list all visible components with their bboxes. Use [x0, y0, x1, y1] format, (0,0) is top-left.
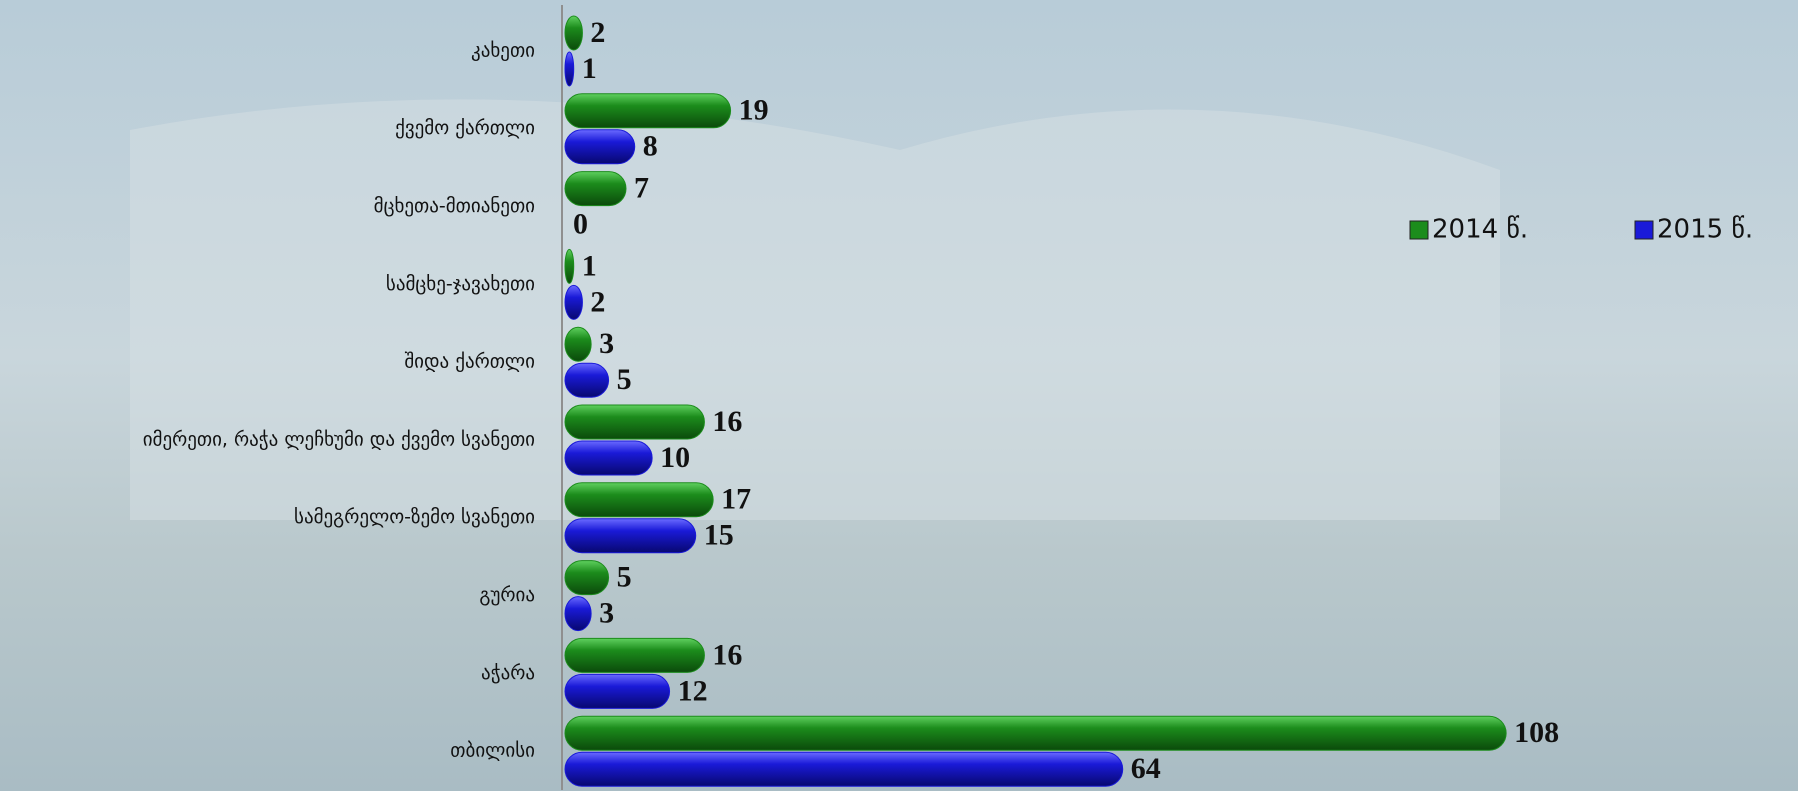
bar [564, 404, 705, 440]
bar [564, 284, 583, 320]
data-label: 2 [590, 16, 605, 49]
bar [564, 751, 1124, 787]
bar [564, 715, 1507, 751]
y-tick-label: კახეთი [471, 39, 535, 61]
data-label: 10 [660, 441, 690, 474]
data-label: 1 [582, 249, 597, 282]
y-tick-label: სამეგრელო-ზემო სვანეთი [294, 506, 535, 528]
bar [564, 482, 714, 518]
bar [564, 560, 610, 596]
y-tick-label: იმერეთი, რაჭა ლეჩხუმი და ქვემო სვანეთი [143, 428, 535, 450]
data-label: 16 [712, 405, 742, 438]
bar [564, 93, 732, 129]
legend-label: 2015 წ. [1657, 215, 1753, 245]
bar [564, 596, 592, 632]
bar [564, 637, 705, 673]
data-label: 8 [643, 130, 658, 163]
background-building [130, 99, 1500, 520]
y-tick-label: ქვემო ქართლი [395, 117, 535, 139]
bar [564, 248, 575, 284]
data-label: 5 [617, 363, 632, 396]
data-label: 7 [634, 171, 649, 204]
bar [564, 51, 575, 87]
data-label: 2 [590, 285, 605, 318]
bar [564, 129, 636, 165]
data-label: 108 [1514, 716, 1559, 749]
legend-swatch [1634, 220, 1654, 240]
bar [564, 362, 610, 398]
bar [564, 15, 583, 51]
data-label: 17 [721, 483, 751, 516]
y-tick-label: თბილისი [450, 740, 535, 762]
data-label: 3 [599, 327, 614, 360]
data-label: 1 [582, 52, 597, 85]
data-label: 15 [704, 519, 734, 552]
legend-label: 2014 წ. [1432, 215, 1528, 245]
bar [564, 518, 697, 554]
data-label: 0 [573, 207, 588, 240]
y-tick-label: მცხეთა-მთიანეთი [374, 195, 535, 217]
data-label: 12 [678, 674, 708, 707]
bar [564, 171, 627, 207]
bar [564, 673, 671, 709]
data-label: 19 [739, 94, 769, 127]
y-tick-label: გურია [479, 584, 535, 606]
data-label: 16 [712, 638, 742, 671]
y-tick-label: სამცხე-ჯავახეთი [386, 273, 535, 295]
data-label: 3 [599, 596, 614, 629]
data-label: 5 [617, 560, 632, 593]
legend-swatch [1409, 220, 1429, 240]
y-tick-label: აჭარა [481, 662, 535, 684]
bar [564, 326, 592, 362]
data-label: 64 [1131, 752, 1161, 785]
y-tick-label: შიდა ქართლი [404, 351, 535, 373]
bar [564, 440, 653, 476]
